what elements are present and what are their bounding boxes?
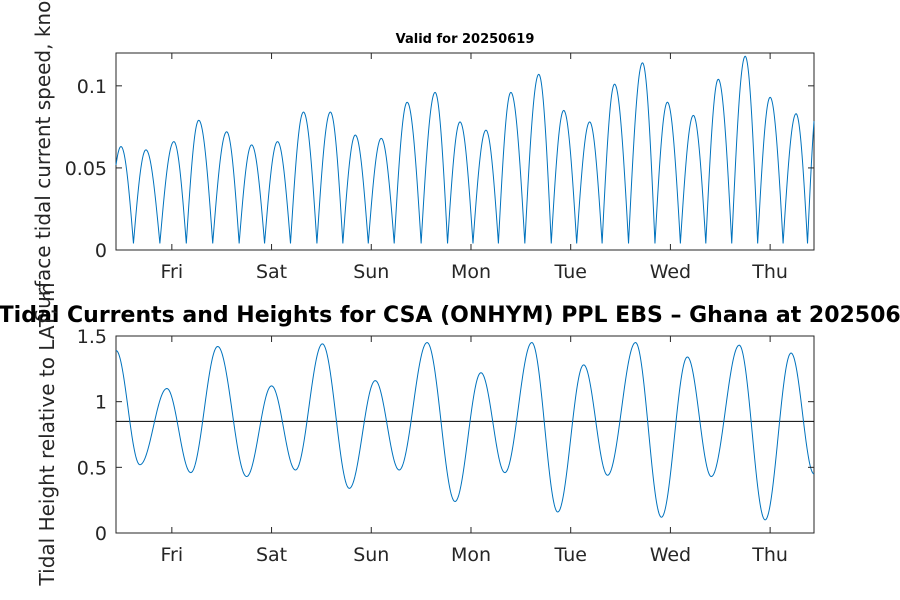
tidal-height-xtick-label: Sun [353, 544, 389, 566]
current-speed-xtick-label: Sun [353, 261, 389, 283]
current-speed-xtick-label: Wed [650, 261, 691, 283]
tidal-height-ytick-label: 0 [95, 523, 107, 545]
tidal-height-ylabel: Tidal Height relative to LAT, m [35, 283, 59, 587]
tidal-height-ytick-label: 1 [95, 392, 107, 414]
tidal-height-ytick-label: 0.5 [77, 457, 107, 479]
tidal-height-chart: 0 0.5 1 1.5 Fri Sat Sun Mon Tue Wed Thu Tidal Cur… [0, 283, 900, 587]
tidal-height-axes [115, 335, 815, 534]
current-speed-ytick-label: 0.05 [65, 158, 107, 180]
current-speed-ylabel: Surface tidal current speed, knots [31, 0, 55, 322]
current-speed-ytick-label: 0 [95, 240, 107, 262]
current-speed-series [115, 55, 815, 244]
tidal-height-xtick-label: Sat [256, 544, 287, 566]
tidal-height-xtick-label: Fri [161, 544, 184, 566]
current-speed-xtick-label: Sat [256, 261, 287, 283]
current-speed-xtick-label: Fri [161, 261, 184, 283]
current-speed-title: Valid for 20250619 [396, 32, 535, 47]
current-speed-ytick-label: 0.1 [77, 76, 107, 98]
current-speed-xtick-label: Tue [553, 261, 586, 283]
current-speed-axes [115, 52, 815, 251]
tidal-height-title: Tidal Currents and Heights for CSA (ONHY… [0, 303, 900, 328]
tidal-height-xtick-label: Tue [553, 544, 586, 566]
tidal-height-xtick-label: Wed [650, 544, 691, 566]
tidal-height-ytick-label: 1.5 [77, 326, 107, 348]
current-speed-xtick-label: Mon [451, 261, 491, 283]
current-speed-chart: 0 0.05 0.1 Fri Sat Sun Mon Tue Wed Thu Valid for… [31, 0, 815, 322]
tidal-height-series [115, 342, 815, 521]
tidal-height-xtick-label: Mon [451, 544, 491, 566]
current-speed-xtick-label: Thu [751, 261, 788, 283]
tidal-height-xtick-label: Thu [751, 544, 788, 566]
